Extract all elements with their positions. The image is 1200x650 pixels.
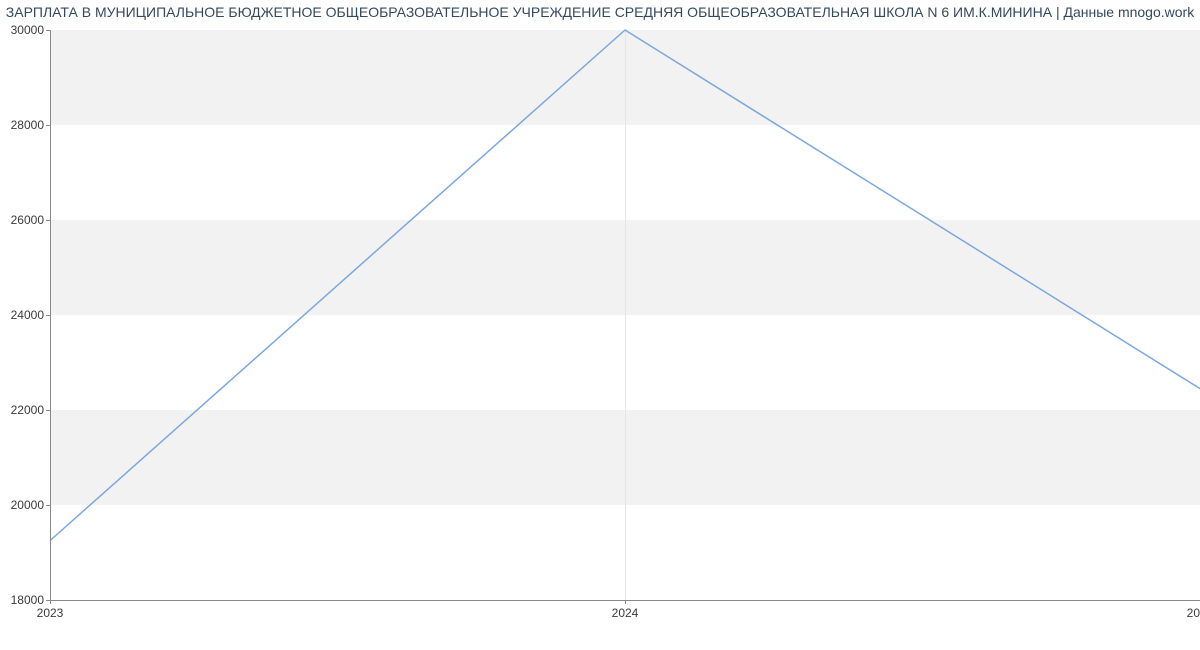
x-tick [50,600,51,604]
y-tick [46,315,50,316]
y-tick-label: 20000 [11,498,44,512]
y-tick [46,220,50,221]
y-tick-label: 22000 [11,403,44,417]
x-tick-label: 2023 [37,606,64,620]
x-tick-label: 2025 [1187,606,1200,620]
y-tick-label: 18000 [11,593,44,607]
x-tick-label: 2024 [612,606,639,620]
line-series [50,30,1200,600]
y-tick [46,505,50,506]
series-line [50,30,1200,541]
chart-title: ЗАРПЛАТА В МУНИЦИПАЛЬНОЕ БЮДЖЕТНОЕ ОБЩЕО… [0,4,1200,20]
y-tick-label: 24000 [11,308,44,322]
y-tick [46,30,50,31]
y-tick-label: 30000 [11,23,44,37]
plot-area [50,30,1200,600]
y-axis-line [50,30,51,600]
y-tick [46,410,50,411]
x-tick [625,600,626,604]
y-tick [46,125,50,126]
y-tick-label: 28000 [11,118,44,132]
y-tick-label: 26000 [11,213,44,227]
chart-container: ЗАРПЛАТА В МУНИЦИПАЛЬНОЕ БЮДЖЕТНОЕ ОБЩЕО… [0,0,1200,650]
